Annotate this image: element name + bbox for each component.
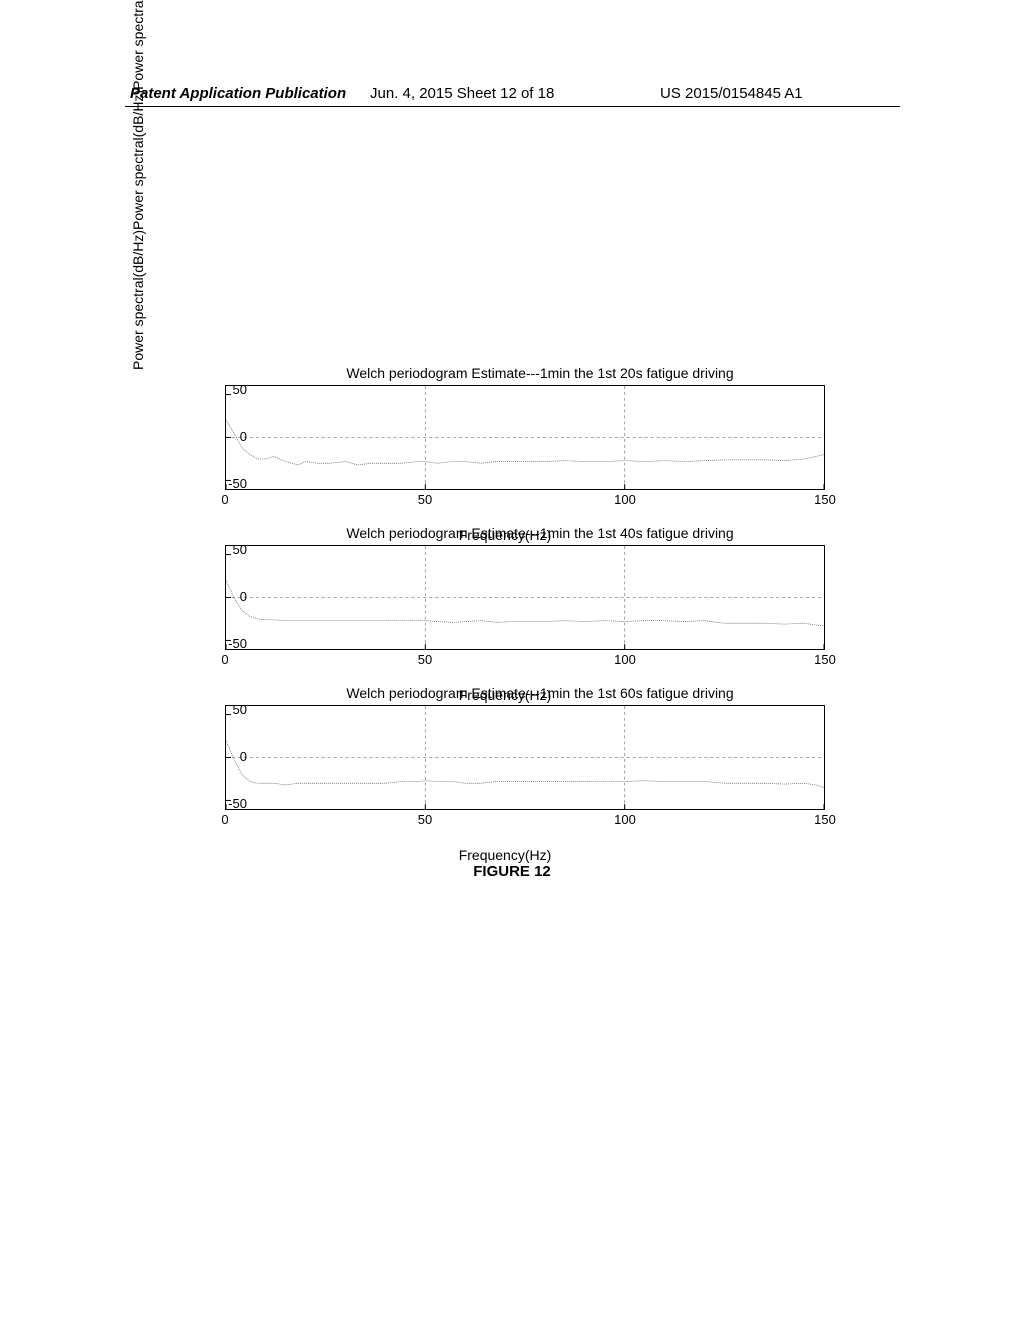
chart-2-ticks [226,555,824,649]
chart-3-ytick-0: 0 [217,749,247,764]
chart-2-xtick-100: 100 [610,652,640,667]
chart-3-ytick-50: 50 [217,702,247,717]
chart-2-grid [226,546,824,649]
chart-3-grid [226,706,824,809]
chart-2-svg [226,546,824,649]
chart-1-xtick-50: 50 [410,492,440,507]
chart-1-ytick-0: 0 [217,429,247,444]
chart-2-ytick-0: 0 [217,589,247,604]
chart-1-plot [225,385,825,490]
chart-1-ytick-n50: -50 [217,476,247,491]
page-header: Patent Application Publication Jun. 4, 2… [0,85,1024,115]
chart-3-xlabel: Frequency(Hz) [459,847,552,863]
chart-1-line [226,420,824,465]
chart-3-xtick-150: 150 [810,812,840,827]
chart-3-ticks [226,715,824,809]
chart-2: Welch periodogram Estimate---1min the 1s… [155,530,855,685]
chart-1: Welch periodogram Estimate---1min the 1s… [155,370,855,525]
chart-1-ytick-50: 50 [217,382,247,397]
header-docnum: US 2015/0154845 A1 [660,85,803,102]
charts-container: Welch periodogram Estimate---1min the 1s… [155,370,855,850]
chart-1-xtick-150: 150 [810,492,840,507]
y-axis-labels-rotated: Power spectral(dB/Hz)Power spectral(dB/H… [130,0,146,370]
chart-3: Welch periodogram Estimate---1min the 1s… [155,690,855,845]
chart-1-grid [226,386,824,489]
chart-3-svg [226,706,824,809]
chart-3-plot [225,705,825,810]
chart-3-ytick-n50: -50 [217,796,247,811]
chart-2-xtick-50: 50 [410,652,440,667]
header-sheet: Jun. 4, 2015 Sheet 12 of 18 [370,85,554,102]
chart-1-xtick-0: 0 [210,492,240,507]
y-label-3: Power spectral(dB/Hz) [130,230,146,370]
chart-3-xtick-0: 0 [210,812,240,827]
chart-2-xtick-0: 0 [210,652,240,667]
chart-1-svg [226,386,824,489]
y-label-1: Power spectral(dB/Hz) [130,0,146,90]
chart-3-title: Welch periodogram Estimate---1min the 1s… [290,685,790,701]
chart-1-ticks [226,395,824,489]
chart-2-plot [225,545,825,650]
chart-2-ytick-n50: -50 [217,636,247,651]
chart-3-xtick-100: 100 [610,812,640,827]
chart-2-line [226,580,824,625]
y-label-2: Power spectral(dB/Hz) [130,90,146,230]
chart-2-xtick-150: 150 [810,652,840,667]
chart-2-ytick-50: 50 [217,542,247,557]
chart-1-title: Welch periodogram Estimate---1min the 1s… [290,365,790,381]
figure-caption: FIGURE 12 [473,863,551,880]
chart-1-xtick-100: 100 [610,492,640,507]
header-publication: Patent Application Publication [130,85,346,102]
chart-2-title: Welch periodogram Estimate---1min the 1s… [290,525,790,541]
chart-3-line [226,740,824,787]
header-rule [125,106,900,107]
chart-3-xtick-50: 50 [410,812,440,827]
